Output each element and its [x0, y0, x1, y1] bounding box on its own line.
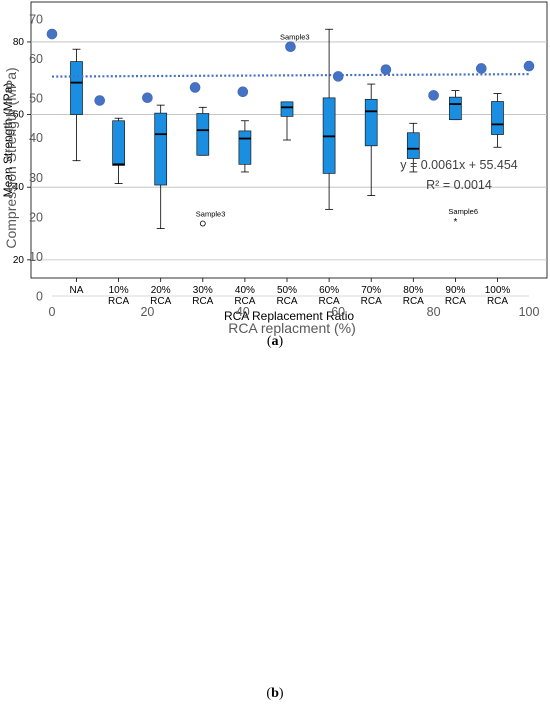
outlier-label: Sample3 — [196, 210, 226, 219]
x-axis-label-b: RCA replacment (%) — [228, 320, 356, 336]
panel-letter: b — [271, 686, 279, 701]
box — [449, 96, 462, 121]
panel-paren: ) — [279, 686, 284, 701]
x-tick-label: 40% — [235, 285, 255, 296]
y-tick-label: 40 — [13, 182, 25, 193]
x-tick-label: 20% — [151, 285, 171, 296]
x-tick-label: 80 — [427, 305, 441, 319]
y-tick-label: 70 — [29, 13, 43, 27]
x-tick-label: RCA — [150, 296, 171, 307]
x-tick-label: RCA — [319, 296, 340, 307]
y-axis-label-b: Compression Strength (MPa) — [3, 67, 19, 248]
panel-paren: ( — [267, 334, 272, 349]
x-tick-label: 0 — [49, 305, 56, 319]
box — [112, 120, 125, 166]
x-tick-label: NA — [70, 285, 84, 296]
outlier-circle — [199, 220, 206, 227]
box — [196, 113, 210, 156]
x-tick-label: 80% — [403, 285, 423, 296]
x-tick-label: 60% — [319, 285, 339, 296]
y-tick-label: 60 — [13, 110, 25, 121]
y-tick-label: 50 — [29, 92, 43, 106]
box — [154, 112, 168, 186]
x-tick-label: 60 — [331, 305, 345, 319]
x-tick-label: RCA — [276, 296, 297, 307]
x-tick-label: 100 — [519, 305, 540, 319]
trendline-equation: y = 0.0061x + 55.454 — [400, 158, 518, 172]
data-point — [380, 64, 392, 75]
y-tick-label: 30 — [29, 171, 43, 185]
y-tick-label: 40 — [29, 131, 43, 145]
y-tick-label: 10 — [29, 250, 43, 264]
x-tick-label: RCA — [445, 296, 466, 307]
x-tick-label: 20 — [140, 305, 154, 319]
panel-paren: ( — [266, 686, 271, 701]
x-tick-label: 100% — [485, 285, 511, 296]
y-tick-label: 0 — [36, 290, 43, 304]
data-point — [142, 92, 153, 104]
data-point — [332, 71, 344, 82]
box — [70, 61, 83, 115]
data-point — [285, 41, 296, 53]
x-tick-label: RCA — [403, 296, 424, 307]
y-tick-label: 20 — [13, 255, 25, 266]
x-tick-label: 50% — [277, 285, 297, 296]
outlier-label: Sample3 — [280, 32, 310, 41]
outlier-star: * — [453, 217, 457, 228]
data-point — [189, 82, 201, 93]
x-tick-label: 10% — [109, 285, 129, 296]
data-point — [523, 60, 535, 72]
data-point — [46, 28, 58, 40]
x-axis-label: RCA Replacement Ratio — [224, 309, 354, 323]
data-point — [428, 90, 439, 101]
y-tick-label: 80 — [13, 37, 25, 48]
y-axis-label: Mean Strength (MPa) — [1, 83, 15, 198]
x-tick-label: RCA — [487, 296, 508, 307]
x-tick-label: RCA — [108, 296, 129, 307]
box — [406, 132, 420, 159]
y-tick-label: 20 — [29, 210, 43, 224]
box — [280, 101, 294, 117]
x-tick-label: 90% — [445, 285, 465, 296]
panel-letter: a — [272, 334, 279, 349]
x-tick-label: 30% — [193, 285, 213, 296]
r-squared-label: R² = 0.0014 — [426, 178, 492, 192]
x-tick-label: RCA — [234, 296, 255, 307]
panel-label-a: (a) — [267, 334, 284, 349]
panel-paren: ) — [279, 334, 284, 349]
scatter-chart: 0 10 20 30 40 50 60 70 0 20 40 60 80 100 y = 0.0061x… — [3, 13, 540, 337]
box — [491, 101, 504, 135]
x-tick-label: RCA — [192, 296, 213, 307]
panel-label-b: (b) — [266, 686, 283, 701]
x-tick-label: 70% — [361, 285, 381, 296]
x-tick-label: 40 — [236, 305, 250, 319]
data-point — [475, 63, 487, 74]
x-tick-label: RCA — [361, 296, 382, 307]
outlier-label: Sample6 — [448, 207, 478, 216]
y-tick-label: 60 — [29, 52, 43, 66]
data-point — [94, 95, 105, 106]
data-point — [237, 86, 249, 98]
